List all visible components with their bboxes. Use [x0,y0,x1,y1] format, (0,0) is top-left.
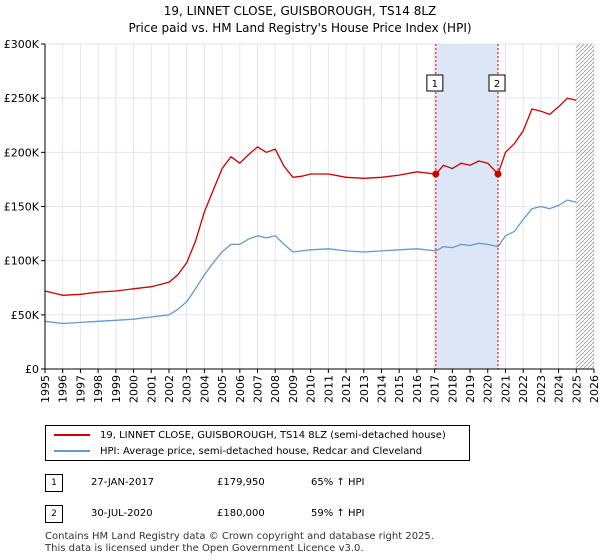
x-tick-label: 2003 [181,375,194,403]
transaction-badge: 2 [45,505,63,523]
legend-label-hpi: HPI: Average price, semi-detached house,… [100,446,423,457]
legend-swatch-property [54,434,90,436]
x-tick-label: 2001 [145,375,158,403]
x-tick-label: 2022 [517,375,530,403]
transaction-hpi-change: 59% ↑ HPI [311,508,365,519]
x-tick-label: 2019 [464,375,477,403]
x-tick-label: 2005 [216,375,229,403]
sale-point [494,170,502,178]
x-tick-label: 2017 [429,375,442,403]
y-tick-label: £150K [4,201,40,214]
x-tick-label: 2015 [393,375,406,403]
marker-label-box [426,74,444,92]
x-tick-label: 1997 [74,375,87,403]
transaction-date: 27-JAN-2017 [91,477,155,488]
x-tick-label: 2007 [252,375,265,403]
x-tick-label: 2018 [446,375,459,403]
hpi-series-line [44,199,577,325]
transaction-row-2: 2 30-JUL-2020 £180,000 59% ↑ HPI [45,505,465,523]
x-tick-label: 2024 [553,375,566,403]
y-tick-label: £300K [4,38,40,51]
y-tick-label: £50K [11,309,40,322]
marker-label: 2 [494,79,500,90]
x-tick-label: 1996 [57,375,70,403]
footer-licence: This data is licensed under the Open Gov… [45,543,364,554]
x-tick-label: 2020 [482,375,495,403]
chart-subtitle: Price paid vs. HM Land Registry's House … [128,21,472,35]
transaction-hpi-change: 65% ↑ HPI [311,477,365,488]
x-tick-label: 1999 [110,375,123,403]
y-tick-label: £200K [4,146,40,159]
y-tick-label: £0 [25,363,39,376]
y-tick-label: £100K [4,255,40,268]
legend-item-hpi: HPI: Average price, semi-detached house,… [54,445,422,459]
transaction-badge: 1 [45,474,63,492]
x-tick-label: 2023 [535,375,548,403]
y-tick-label: £250K [4,92,40,105]
marker-label: 1 [432,79,438,90]
x-tick-label: 2012 [340,375,353,403]
x-tick-label: 2000 [128,375,141,403]
x-tick-label: 1998 [92,375,105,403]
x-tick-label: 2006 [234,375,247,403]
x-tick-label: 2009 [287,375,300,403]
transaction-row-1: 1 27-JAN-2017 £179,950 65% ↑ HPI [45,474,465,492]
transaction-date: 30-JUL-2020 [91,508,153,519]
transaction-price: £180,000 [217,508,265,519]
legend: 19, LINNET CLOSE, GUISBOROUGH, TS14 8LZ … [45,425,470,461]
x-tick-label: 2010 [305,375,318,403]
x-tick-label: 2026 [588,375,600,403]
x-tick-label: 1995 [39,375,52,403]
x-tick-label: 2016 [411,375,424,403]
x-tick-label: 2011 [322,375,335,403]
legend-item-property: 19, LINNET CLOSE, GUISBOROUGH, TS14 8LZ … [54,429,446,443]
chart-title: 19, LINNET CLOSE, GUISBOROUGH, TS14 8LZ [163,4,437,18]
legend-swatch-hpi [54,450,90,452]
x-tick-label: 2025 [570,375,583,403]
forecast-hatch-region [576,44,594,369]
x-tick-label: 2002 [163,375,176,403]
x-tick-label: 2021 [499,375,512,403]
x-tick-label: 2014 [375,375,388,403]
legend-label-property: 19, LINNET CLOSE, GUISBOROUGH, TS14 8LZ … [100,430,446,441]
x-tick-label: 2008 [269,375,282,403]
footer-copyright: Contains HM Land Registry data © Crown c… [45,531,434,542]
highlight-region [435,44,499,369]
price-chart: 1 2 £0 £50K £100K £150K £200K £250K £300K 1995 19… [4,38,600,403]
sale-point [432,170,440,178]
x-tick-label: 2004 [198,375,211,403]
transaction-price: £179,950 [217,477,265,488]
marker-label-box [488,74,506,92]
property-series-line [44,97,577,296]
x-tick-label: 2013 [358,375,371,403]
